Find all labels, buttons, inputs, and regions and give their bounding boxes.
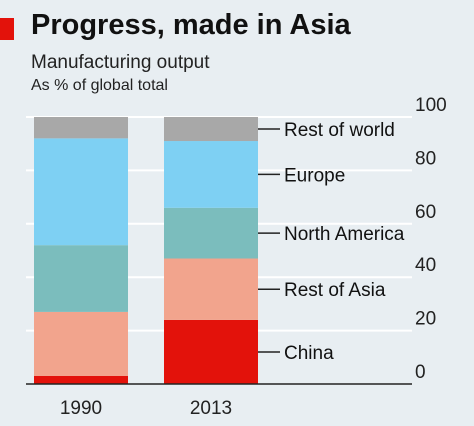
chart-units: As % of global total xyxy=(31,77,168,94)
bar-segment-europe-1990 xyxy=(34,138,128,246)
series-label: Europe xyxy=(284,165,345,186)
bar-segment-rest-of-asia-2013 xyxy=(164,258,258,320)
series-label: North America xyxy=(284,224,405,245)
chart-subtitle: Manufacturing output xyxy=(31,52,210,73)
y-tick-label: 60 xyxy=(415,202,436,223)
y-tick-label: 100 xyxy=(415,95,447,116)
bar-segment-north-america-1990 xyxy=(34,245,128,312)
brand-tag xyxy=(0,18,14,40)
series-label: China xyxy=(284,343,334,364)
bar-segment-rest-of-world-1990 xyxy=(34,117,128,139)
bar-segment-rest-of-asia-1990 xyxy=(34,311,128,376)
series-labels: China Rest of Asia North America Europe Rest… xyxy=(284,120,405,364)
chart-title: Progress, made in Asia xyxy=(31,9,351,41)
series-label: Rest of Asia xyxy=(284,280,386,301)
y-tick-label: 40 xyxy=(415,255,436,276)
x-axis: 1990 2013 xyxy=(60,398,232,419)
x-category-label: 1990 xyxy=(60,398,102,419)
bar-segment-north-america-2013 xyxy=(164,207,258,259)
bar-segment-europe-2013 xyxy=(164,141,258,208)
y-tick-label: 80 xyxy=(415,148,436,169)
y-axis: 0 20 40 60 80 100 xyxy=(26,95,447,385)
y-tick-label: 0 xyxy=(415,362,426,383)
x-category-label: 2013 xyxy=(190,398,232,419)
bar-segment-china-2013 xyxy=(164,319,258,384)
bars xyxy=(34,117,258,384)
series-label: Rest of world xyxy=(284,120,395,141)
bar-segment-china-1990 xyxy=(34,375,128,384)
bar-segment-rest-of-world-2013 xyxy=(164,117,258,142)
y-tick-label: 20 xyxy=(415,309,436,330)
label-leaders xyxy=(258,128,280,353)
